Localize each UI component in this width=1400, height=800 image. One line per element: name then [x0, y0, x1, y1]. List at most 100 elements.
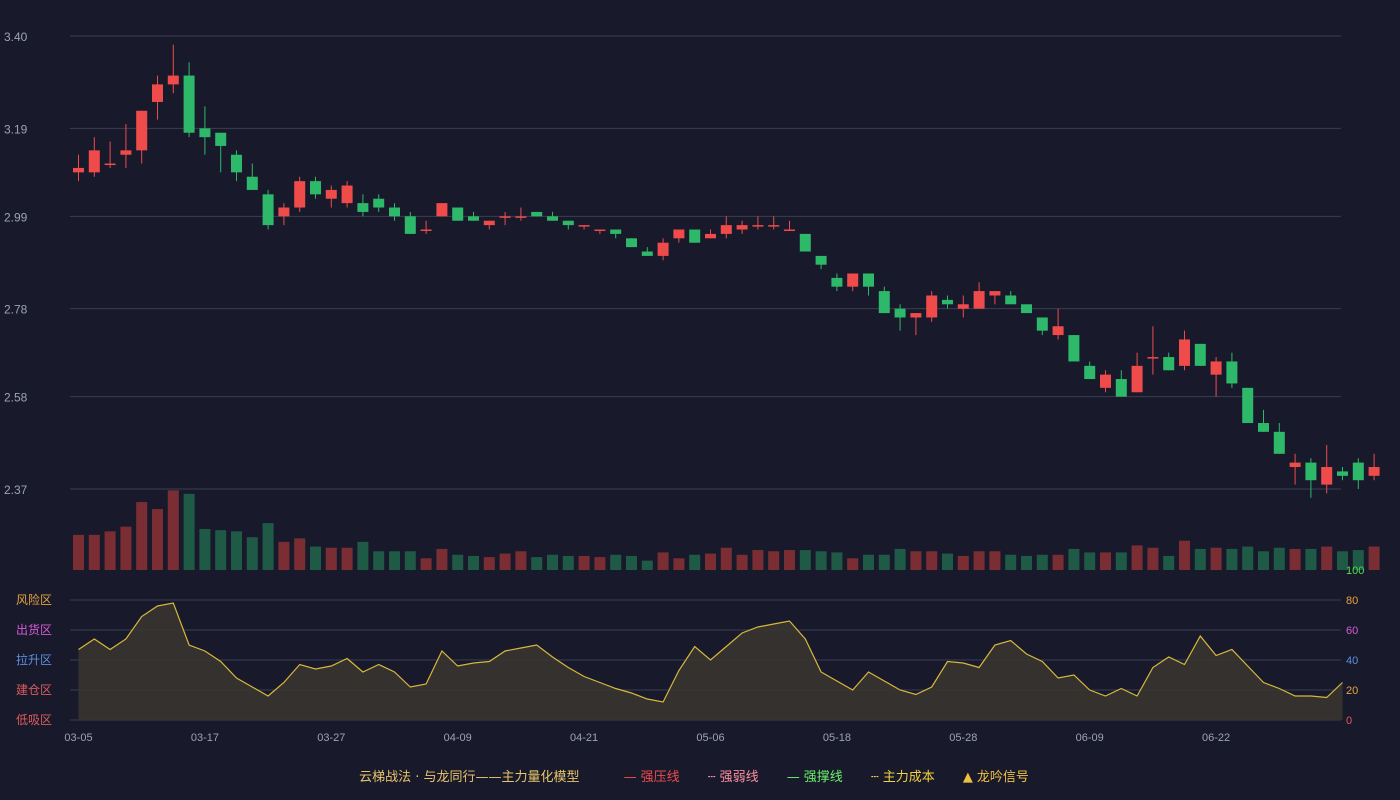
volume-bar: [436, 548, 448, 570]
volume-bar: [1131, 545, 1143, 570]
indicator-axis: 0 20 40 60 80 100: [1346, 565, 1364, 727]
volume-bar: [1100, 552, 1111, 570]
legend-label-pressure: 强压线: [640, 770, 680, 785]
indicator-tick-label: 0: [1346, 715, 1352, 727]
zone-label: 风险区: [16, 592, 52, 607]
candle-body: [246, 176, 258, 190]
legend-item-main-cost[interactable]: ┄ 主力成本: [871, 770, 939, 785]
candle-body: [1273, 431, 1285, 454]
candle-body: [1005, 295, 1017, 305]
candle-body: [1147, 357, 1159, 359]
zone-label: 拉升区: [16, 652, 52, 667]
candle-body: [1036, 317, 1048, 331]
legend-symbol-cost: ┄: [870, 770, 879, 785]
volume-bar: [657, 552, 669, 570]
candlesticks: [73, 44, 1380, 498]
candle-body: [357, 203, 369, 212]
volume-bar: [246, 537, 258, 570]
legend-item-support-line[interactable]: — 强撑线: [787, 770, 847, 785]
candle-body: [1321, 467, 1333, 485]
volume-bar: [720, 547, 732, 570]
legend-item-pressure-line[interactable]: — 强压线: [624, 770, 684, 785]
candle-body: [136, 110, 148, 151]
candle-body: [736, 225, 748, 230]
volume-bar: [1305, 548, 1317, 570]
volume-bar: [294, 538, 306, 570]
legend-symbol-pressure: —: [623, 770, 637, 785]
indicator-tick-label: 100: [1346, 565, 1364, 577]
date-axis: 03-05 03-17 03-27 04-09 04-21 05-06 05-18 05-28…: [64, 732, 1230, 744]
candle-body: [720, 225, 732, 234]
candle-body: [1337, 471, 1348, 476]
volume-bar: [104, 531, 116, 570]
candle-body: [120, 150, 132, 155]
volume-bar: [1115, 552, 1127, 570]
candle-body: [310, 181, 321, 195]
legend-label-cost: 主力成本: [882, 770, 935, 785]
date-tick-label: 04-09: [444, 732, 472, 744]
candle-body: [167, 75, 179, 85]
volume-bar: [736, 554, 748, 570]
candle-body: [863, 273, 874, 287]
candle-body: [183, 75, 195, 133]
zone-label: 低吸区: [16, 713, 52, 727]
candle-body: [1131, 365, 1143, 393]
candle-body: [1226, 361, 1238, 384]
candle-body: [404, 216, 416, 234]
candle-body: [815, 255, 827, 265]
candle-body: [973, 291, 985, 309]
candle-body: [1068, 335, 1080, 362]
volume-bar: [452, 554, 464, 570]
indicator-tick-label: 60: [1346, 625, 1358, 637]
price-tick-label: 2.58: [4, 391, 28, 405]
volume-bar: [673, 558, 685, 570]
candle-body: [73, 167, 84, 173]
volume-bar: [1289, 548, 1301, 570]
volume-bar: [468, 555, 479, 570]
candle-body: [1163, 357, 1175, 371]
candle-body: [799, 233, 811, 252]
candle-body: [831, 277, 843, 287]
candle-body: [325, 189, 337, 199]
volume-bar: [1147, 547, 1159, 570]
volume-bar: [231, 531, 242, 570]
candle-body: [389, 207, 400, 217]
candle-body: [705, 233, 716, 239]
candle-body: [657, 242, 669, 256]
volume-bar: [815, 551, 827, 570]
legend-item-strength-line[interactable]: ┄ 强弱线: [708, 770, 763, 785]
volume-bar: [1368, 546, 1380, 570]
volume-bar: [641, 560, 653, 570]
volume-bar: [1337, 551, 1348, 570]
volume-bar: [705, 553, 716, 570]
legend-label-strength: 强弱线: [719, 770, 759, 785]
candle-body: [468, 216, 479, 221]
volume-bar: [1005, 554, 1017, 570]
volume-bar: [341, 547, 353, 570]
zone-label: 建仓区: [16, 683, 52, 697]
candle-body: [989, 291, 1001, 296]
candle-body: [341, 185, 353, 204]
candle-body: [215, 132, 227, 146]
price-grid: [70, 35, 1341, 490]
volume-bar: [768, 551, 780, 570]
date-tick-label: 03-27: [317, 732, 345, 744]
volume-bar: [1226, 548, 1238, 570]
candle-body: [1179, 339, 1190, 366]
volume-bar: [1084, 552, 1096, 570]
volume-bar: [547, 554, 558, 570]
volume-bar: [136, 502, 148, 570]
legend-label-support: 强撑线: [803, 770, 843, 785]
volume-bar: [1068, 548, 1080, 570]
volume-bar: [1194, 548, 1206, 570]
candle-body: [957, 304, 969, 309]
volume-bar: [73, 534, 84, 570]
candle-body: [752, 225, 764, 227]
candle-body: [626, 238, 637, 248]
volume-bar: [863, 554, 874, 570]
candle-body: [594, 229, 606, 232]
candle-body: [294, 181, 306, 208]
legend-item-dragon-signal[interactable]: ▲ 龙吟信号: [963, 770, 1029, 785]
volume-bar: [910, 551, 922, 570]
volume-bar: [578, 555, 590, 570]
